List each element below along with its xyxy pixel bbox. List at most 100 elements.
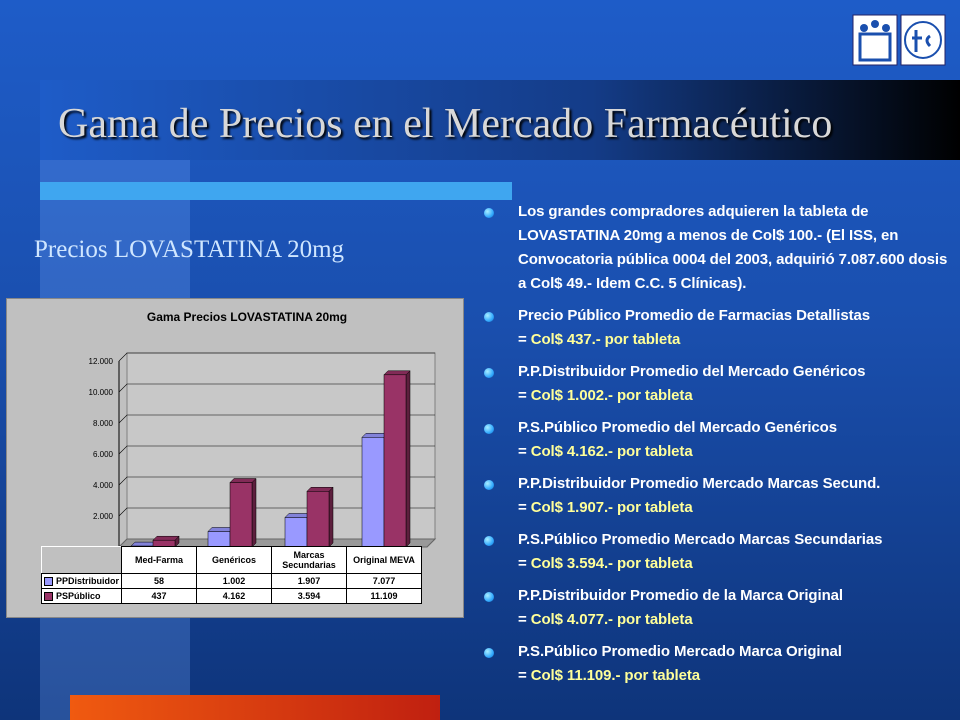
bullet-eq: = [518,499,527,516]
y-tick-label: 6.000 [93,450,114,459]
value-label: 4.162 [196,588,273,604]
legend-label: PPDistribuidor [56,575,120,586]
chart-title: Gama Precios LOVASTATINA 20mg [147,310,347,324]
logo-shape [912,30,932,52]
bar [207,531,231,548]
grid-line [118,414,435,424]
value-label: 437 [121,588,198,604]
bullet-text: P.P.Distribuidor Promedio Mercado Marcas… [518,475,881,492]
bullet-dot [484,424,494,434]
legend-swatch [44,592,53,602]
bullet-text: P.S.Público Promedio Mercado Marca Origi… [518,643,842,660]
table-corner [41,546,123,574]
bar-top [229,478,257,483]
bullet-item: P.P.Distribuidor Promedio del Mercado Ge… [484,360,954,408]
bullet-price: Col$ 11.109.- por tableta [530,667,700,684]
bar-top [306,487,334,492]
bullet-dot [484,312,494,322]
bullet-item: P.P.Distribuidor Promedio de la Marca Or… [484,584,954,632]
bullet-text: Los grandes compradores adquieren la tab… [518,203,948,292]
y-tick-label: 12.000 [89,357,114,366]
value-label: 3.594 [271,588,348,604]
data-table: Med-Farma Genéricos Marcas Secundarias Orig… [40,546,423,604]
logo-box [900,14,946,66]
bar [306,491,330,548]
legend-cell: PSPúblico [40,588,123,604]
y-tick-label: 10.000 [89,388,114,397]
logo-shape [904,21,942,59]
bullet-price: Col$ 1.002.- por tableta [530,387,693,404]
bullet-price: Col$ 437.- por tableta [530,331,681,348]
bullet-text: P.S.Público Promedio del Mercado Genéric… [518,419,837,436]
y-tick-label: 4.000 [93,481,114,490]
bullet-text: P.S.Público Promedio Mercado Marcas Secu… [518,531,883,548]
bullet-dot [484,208,494,218]
bar [361,437,385,548]
bullet-dot [484,648,494,658]
bar-top [152,535,180,541]
grid-line [118,476,435,486]
bullet-item: Los grandes compradores adquieren la tab… [484,200,954,296]
bullet-dot [484,536,494,546]
value-label: 7.077 [346,573,423,589]
bullet-list: Los grandes compradores adquieren la tab… [484,200,954,696]
table-row: PPDistribuidor 58 1.002 1.907 7.077 [40,573,423,589]
legend-cell: PPDistribuidor [40,573,123,589]
legend-swatch [44,577,53,587]
chart-image: Gama Precios LOVASTATINA 20mg 2.000 4.000… [6,298,464,618]
bullet-item: P.S.Público Promedio del Mercado Genéric… [484,416,954,464]
bar-top [383,370,411,376]
bullet-text: Precio Público Promedio de Farmacias Det… [518,307,870,324]
x-tick-label: Genéricos [196,546,273,574]
y-tick-label: 8.000 [93,419,114,428]
bullet-price: Col$ 4.077.- por tableta [530,611,693,628]
slide-title: Gama de Precios en el Mercado Farmacéuti… [58,101,833,147]
value-label: 58 [121,573,198,589]
bullet-eq: = [518,555,527,572]
bar-side [328,486,334,548]
bar-side [251,477,257,548]
bullet-item: Precio Público Promedio de Farmacias Det… [484,304,954,352]
bullet-item: P.S.Público Promedio Mercado Marca Origi… [484,640,954,688]
legend-label: PSPúblico [56,590,101,601]
x-tick-label: Marcas Secundarias [271,546,348,574]
bullet-eq: = [518,611,527,628]
bullet-eq: = [518,443,527,460]
y-tick-label: 2.000 [93,512,114,521]
logo [852,14,946,66]
bar [229,482,253,548]
bullet-text: P.P.Distribuidor Promedio del Mercado Ge… [518,363,866,380]
table-row: PSPúblico 437 4.162 3.594 11.109 [40,588,423,604]
bullet-item: P.S.Público Promedio Mercado Marcas Secu… [484,528,954,576]
bullet-eq: = [518,331,527,348]
table-header-row: Med-Farma Genéricos Marcas Secundarias Orig… [41,546,423,574]
bar-side [405,370,411,548]
bullet-dot [484,592,494,602]
grid-line [118,383,435,393]
bullet-text: P.P.Distribuidor Promedio de la Marca Or… [518,587,843,604]
title-band [40,80,960,160]
bullet-price: Col$ 3.594.- por tableta [530,555,693,572]
value-label: 11.109 [346,588,423,604]
bullet-price: Col$ 1.907.- por tableta [530,499,693,516]
logo-shape [871,20,879,28]
grid-line [118,445,435,455]
bullet-price: Col$ 4.162.- por tableta [530,443,693,460]
bullet-item: P.P.Distribuidor Promedio Mercado Marcas… [484,472,954,520]
bar [284,517,308,548]
x-tick-label: Original MEVA [346,546,423,574]
bullet-dot [484,368,494,378]
bar [383,374,407,548]
chart: Gama Precios LOVASTATINA 20mg 2.000 4.000… [89,310,437,548]
logo-shape [860,24,868,32]
bullet-eq: = [518,387,527,404]
value-label: 1.907 [271,573,348,589]
subtitle: Precios LOVASTATINA 20mg [34,236,345,263]
logo-shape [882,24,890,32]
x-tick-label: Med-Farma [121,546,198,574]
bullet-eq: = [518,667,527,684]
decor-bar [40,182,512,200]
grid-line [118,352,435,362]
decor-bottom [70,695,440,720]
